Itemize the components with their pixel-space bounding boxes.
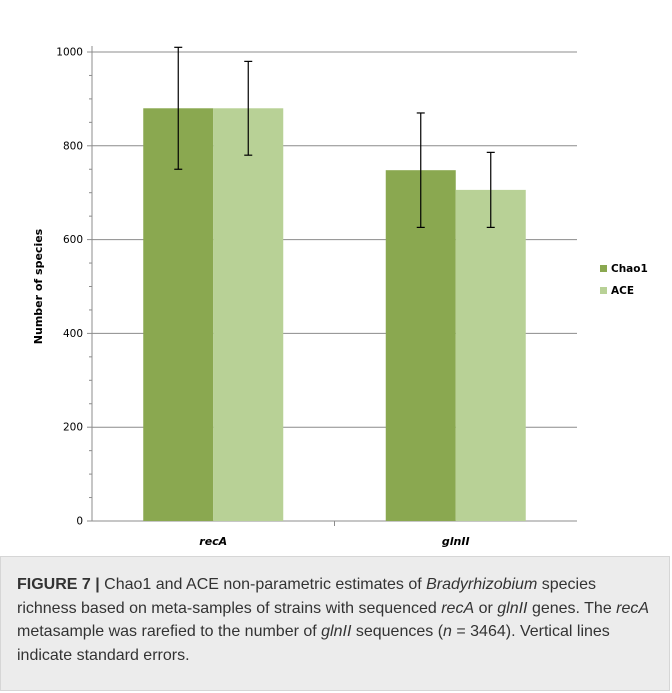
figure-caption: FIGURE 7 | Chao1 and ACE non-parametric …	[17, 573, 657, 667]
caption-body: Chao1 and ACE non-parametric estimates o…	[17, 576, 649, 664]
caption-segment: recA	[616, 599, 650, 617]
y-tick-label: 0	[76, 516, 83, 528]
caption-segment: recA	[441, 599, 475, 617]
caption-label: FIGURE 7 |	[17, 576, 100, 593]
caption-segment: Bradyrhizobium	[426, 576, 538, 593]
chart-area: 0 200 400 600 800 1000 recA glnII Number of spec…	[32, 46, 648, 548]
bar-chao1-glnii	[385, 170, 456, 522]
caption-segment: n	[443, 623, 452, 640]
y-tick-label: 800	[63, 140, 83, 152]
caption-segment: glnII	[321, 623, 352, 640]
caption-segment: glnII	[497, 599, 528, 617]
bar-ace-glnii	[455, 189, 526, 522]
caption-segment: metasample was rarefied to the number of	[17, 623, 322, 640]
caption-segment: Chao1 and ACE non-parametric estimates o…	[99, 576, 427, 593]
x-tick-label: glnII	[442, 535, 470, 548]
y-tick-label: 400	[63, 328, 83, 340]
y-tick-label: 600	[63, 234, 83, 246]
bar-chao1-reca	[143, 108, 214, 521]
caption-segment: = 3464). Vertical lines indicate standar…	[17, 623, 610, 664]
x-tick-label: recA	[199, 535, 227, 548]
bar-ace-reca	[213, 108, 284, 521]
y-tick-label: 1000	[56, 47, 83, 59]
legend-label: ACE	[611, 285, 634, 297]
caption-box: FIGURE 7 | Chao1 and ACE non-parametric …	[0, 556, 670, 691]
caption-segment: species richness based on meta-samples o…	[17, 576, 596, 617]
bar-chart: 0 200 400 600 800 1000 recA glnII Number of spec…	[32, 46, 648, 548]
caption-segment: genes. The	[527, 599, 617, 617]
y-tick-label: 200	[63, 422, 83, 434]
caption-segment: or	[474, 599, 498, 617]
legend-label: Chao1	[611, 263, 648, 275]
caption-segment: sequences (	[351, 623, 444, 640]
y-axis-label: Number of species	[32, 228, 45, 344]
legend-swatch-chao1	[600, 265, 607, 272]
legend-swatch-ace	[600, 287, 607, 294]
